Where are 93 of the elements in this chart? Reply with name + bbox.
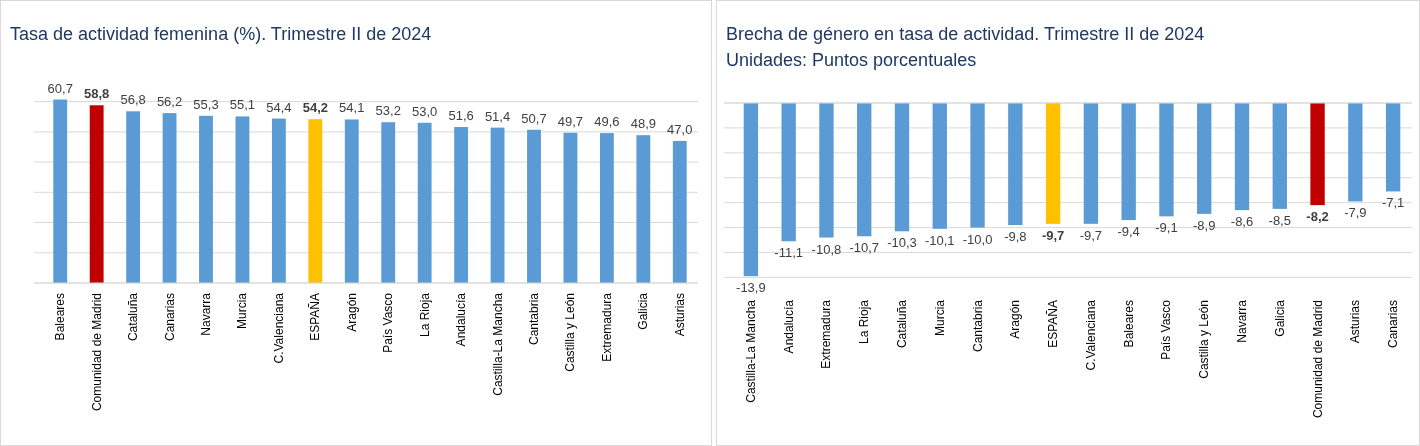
data-label: 55,1 (229, 97, 256, 113)
data-label: 56,8 (120, 92, 146, 108)
data-label: -10,8 (811, 241, 842, 257)
data-label: -10,3 (887, 235, 917, 251)
x-tick-label: País Vasco (1159, 299, 1174, 360)
data-label: 49,6 (594, 114, 620, 130)
bar (308, 119, 323, 283)
x-tick-label: Murcia (235, 292, 250, 330)
bar (381, 122, 396, 283)
data-label: 56,2 (156, 94, 183, 110)
chart-subtitle: Unidades: Puntos porcentuales (726, 50, 977, 70)
x-tick-label: Canarias (1386, 300, 1401, 349)
data-label: 49,7 (557, 113, 584, 129)
x-tick-label: ESPAÑA (1046, 300, 1061, 348)
data-label: 53,0 (412, 103, 438, 119)
x-tick-label: Baleares (1121, 300, 1136, 348)
bar (89, 105, 104, 283)
x-tick-label: Aragón (1008, 300, 1023, 339)
data-label: -10,1 (924, 232, 955, 248)
data-label: 48,9 (630, 116, 656, 132)
x-tick-label: Castilla y León (1197, 300, 1212, 379)
x-tick-label: C.Valenciana (271, 292, 286, 364)
data-label: 54,1 (339, 100, 365, 116)
data-label: -9,1 (1155, 220, 1178, 236)
x-tick-label: Asturias (1348, 300, 1363, 344)
bar (527, 129, 541, 283)
data-label: 51,6 (448, 108, 474, 124)
x-tick-label: Baleares (53, 293, 68, 341)
data-label: -9,8 (1004, 229, 1027, 245)
x-tick-label: C.Valenciana (1083, 299, 1098, 371)
x-tick-label: Murcia (932, 299, 947, 337)
x-tick-label: Navarra (1235, 299, 1249, 343)
x-tick-label: ESPAÑA (308, 293, 323, 341)
x-tick-label: Navarra (199, 292, 213, 336)
data-label: 47,0 (667, 121, 693, 137)
chart-title: Brecha de género en tasa de actividad. Trimestre II de 2024 (726, 24, 1205, 44)
bar (672, 140, 687, 283)
data-label: -8,2 (1306, 209, 1329, 225)
bar (636, 135, 651, 283)
x-tick-label: Castilla-La Mancha (743, 299, 758, 403)
bar (199, 115, 213, 283)
x-tick-label: Comunidad de Madrid (1310, 300, 1325, 419)
data-label: -8,6 (1230, 214, 1254, 230)
data-label: -11,1 (774, 245, 803, 261)
data-label: -8,9 (1193, 217, 1216, 233)
x-tick-label: Galicia (636, 292, 651, 330)
data-label: 60,7 (47, 80, 73, 96)
data-label: -8,5 (1268, 212, 1291, 228)
bar (162, 113, 177, 283)
x-tick-label: Cantabria (527, 292, 541, 346)
bar (126, 111, 141, 283)
data-label: 53,2 (375, 103, 401, 119)
data-label: -9,7 (1079, 227, 1103, 243)
bar (53, 99, 68, 283)
x-tick-label: Cantabria (970, 299, 985, 353)
bar (417, 122, 432, 283)
x-tick-label: País Vasco (381, 292, 396, 353)
data-label: 54,4 (266, 99, 292, 115)
x-tick-label: Extremadura (599, 292, 614, 362)
bar (599, 133, 614, 283)
x-tick-label: Galicia (1272, 299, 1287, 337)
bar (454, 127, 469, 283)
x-tick-label: La Rioja (417, 292, 432, 338)
data-label: 58,8 (84, 86, 110, 102)
x-tick-label: Asturias (672, 293, 687, 337)
x-tick-label: La Rioja (857, 299, 872, 345)
data-label: -7,9 (1344, 205, 1367, 221)
x-tick-label: Andalucía (454, 292, 469, 347)
chart-title: Tasa de actividad femenina (%). Trimestre II de 2024 (10, 24, 432, 44)
x-tick-label: Andalucía (781, 299, 796, 354)
x-tick-label: Castilla y León (563, 293, 578, 372)
x-tick-label: Aragón (344, 293, 359, 332)
x-tick-label: Extremadura (819, 299, 834, 369)
bar (563, 132, 578, 283)
x-tick-label: Canarias (162, 293, 177, 342)
bar (271, 118, 286, 283)
data-label: 54,2 (302, 100, 328, 116)
data-label: 51,4 (484, 108, 511, 124)
bar (344, 119, 359, 283)
data-label: -10,7 (849, 240, 880, 256)
bar (490, 127, 505, 283)
data-label: -13,9 (736, 280, 766, 296)
x-tick-label: Castilla-La Mancha (490, 292, 505, 396)
bar (235, 116, 250, 283)
data-label: 50,7 (521, 110, 547, 126)
x-tick-label: Comunidad de Madrid (89, 293, 104, 412)
x-tick-label: Cataluña (895, 299, 909, 349)
x-tick-label: Cataluña (126, 292, 141, 342)
data-label: -7,1 (1381, 195, 1405, 211)
data-label: -9,7 (1041, 227, 1065, 243)
data-label: -9,4 (1117, 224, 1140, 240)
data-label: -10,0 (962, 231, 993, 247)
data-label: 55,3 (193, 96, 219, 112)
